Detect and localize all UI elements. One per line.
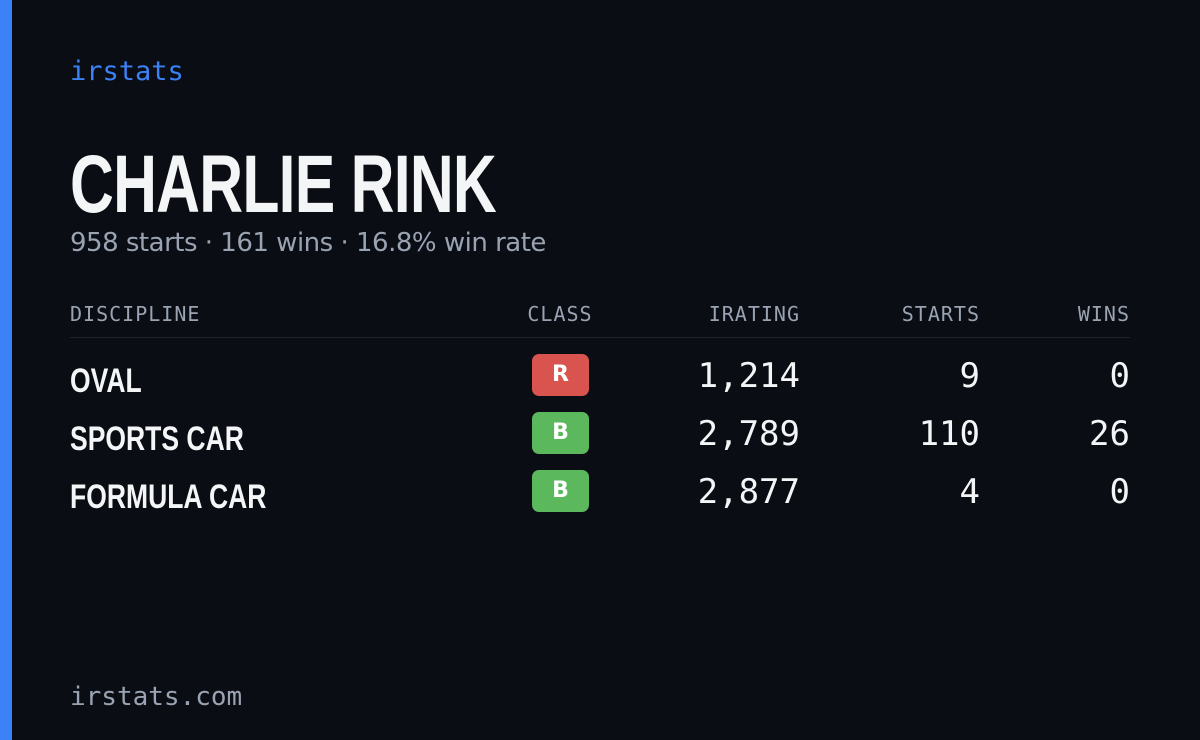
column-header: DISCIPLINE xyxy=(70,302,201,326)
irating: 1,214 xyxy=(697,356,800,396)
wins: 26 xyxy=(1089,414,1130,454)
class-badge: B xyxy=(532,412,589,454)
starts: 110 xyxy=(918,414,980,454)
column-header: CLASS xyxy=(527,302,593,326)
summary: 958 starts · 161 wins · 16.8% win rate xyxy=(70,228,546,258)
starts: 9 xyxy=(959,356,980,396)
header-rule xyxy=(70,337,1130,338)
irating: 2,877 xyxy=(697,472,800,512)
discipline: OVAL xyxy=(70,362,142,400)
discipline: FORMULA CAR xyxy=(70,478,267,516)
wins: 0 xyxy=(1109,356,1130,396)
accent-bar xyxy=(0,0,12,740)
column-header: IRATING xyxy=(708,302,800,326)
discipline: SPORTS CAR xyxy=(70,420,244,458)
brand: irstats xyxy=(70,56,184,87)
starts: 4 xyxy=(959,472,980,512)
column-header: STARTS xyxy=(901,302,980,326)
driver-name: CHARLIE RINK xyxy=(70,139,497,230)
column-header: WINS xyxy=(1077,302,1130,326)
class-badge: B xyxy=(532,470,589,512)
irating: 2,789 xyxy=(697,414,800,454)
wins: 0 xyxy=(1109,472,1130,512)
footer-site: irstats.com xyxy=(70,682,243,712)
class-badge: R xyxy=(532,354,589,396)
